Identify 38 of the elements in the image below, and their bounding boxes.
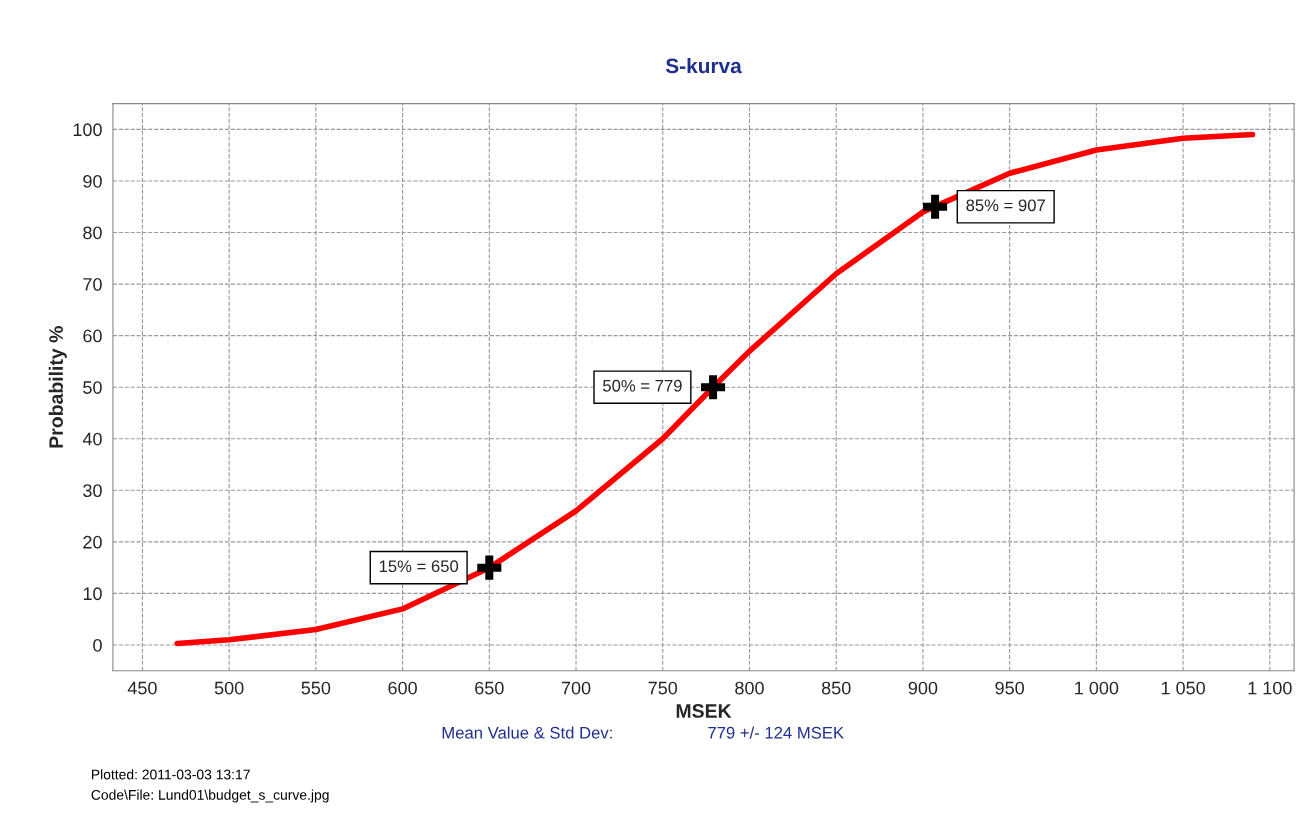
y-tick-label: 20 <box>83 535 102 549</box>
x-tick-label: 900 <box>908 681 938 695</box>
x-tick-label: 500 <box>214 681 244 695</box>
x-tick-label: 950 <box>995 681 1025 695</box>
y-tick-label: 90 <box>83 174 102 188</box>
x-tick-label: 450 <box>127 681 157 695</box>
x-tick-label: 1 050 <box>1161 681 1205 695</box>
x-tick-label: 750 <box>648 681 678 695</box>
text: Plotted: 2011-03-03 13:17 <box>92 769 250 780</box>
y-tick-label: 100 <box>73 123 102 137</box>
x-tick-label: 700 <box>561 681 591 695</box>
y-tick-label: 70 <box>83 278 102 291</box>
y-tick-label: 50 <box>83 381 102 394</box>
y-tick-label: 60 <box>83 329 102 343</box>
text: Code\File: Lund01\budget_s_curve.jpg <box>91 789 329 803</box>
text: 779 +/- 124 MSEK <box>708 726 844 739</box>
annotation: 50% = 779 <box>603 379 682 392</box>
x-tick-label: 800 <box>735 681 764 695</box>
point <box>477 555 502 580</box>
x-tick-label: 1 100 <box>1248 681 1292 695</box>
annotation: 15% = 650 <box>379 560 459 573</box>
text: Mean Value & Std Dev: <box>442 726 612 739</box>
point <box>701 375 726 400</box>
x-tick-label: 650 <box>475 681 504 695</box>
y-tick-label: 0 <box>93 638 102 652</box>
annotation: 85% = 907 <box>966 199 1045 212</box>
x-tick-label: 550 <box>301 681 331 695</box>
y-tick-label: 30 <box>83 484 102 498</box>
y-tick-label: 10 <box>83 587 102 601</box>
y-axis-title: Probability % <box>48 326 67 448</box>
x-tick-label: 600 <box>388 681 417 695</box>
chart-title: S-kurva <box>665 57 742 74</box>
point <box>923 194 948 219</box>
y-tick-label: 80 <box>83 226 102 240</box>
y-tick-label: 40 <box>82 432 102 446</box>
x-tick-label: 850 <box>821 681 851 695</box>
x-tick-label: 1 000 <box>1075 681 1119 695</box>
x-axis-title: MSEK <box>676 704 732 718</box>
